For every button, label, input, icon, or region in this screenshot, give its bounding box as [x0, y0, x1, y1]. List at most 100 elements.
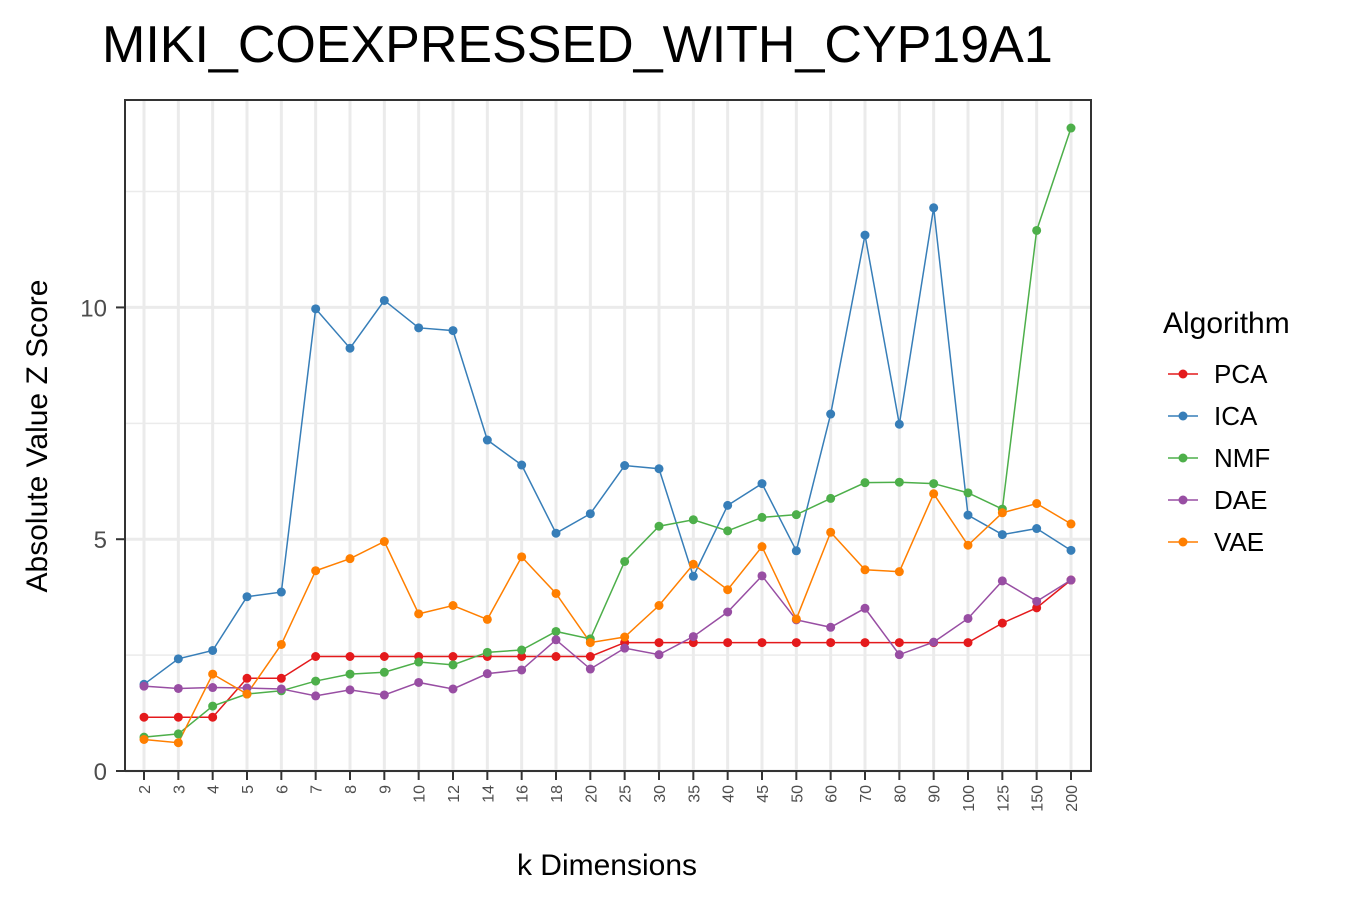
x-tick-label: 50	[789, 785, 806, 803]
x-tick-label: 20	[583, 785, 600, 803]
data-point-nmf	[517, 645, 527, 655]
data-point-ica	[276, 587, 286, 597]
legend-item-vae: VAE	[1168, 527, 1264, 557]
data-point-ica	[791, 546, 801, 556]
data-point-nmf	[723, 526, 733, 536]
data-point-dae	[208, 683, 218, 693]
data-point-vae	[448, 601, 458, 611]
data-point-nmf	[448, 660, 458, 670]
data-point-ica	[585, 509, 595, 519]
data-point-nmf	[551, 626, 561, 636]
data-point-dae	[585, 664, 595, 674]
legend-label: PCA	[1214, 359, 1268, 389]
data-point-nmf	[757, 512, 767, 522]
data-point-nmf	[1032, 225, 1042, 235]
data-point-dae	[620, 643, 630, 653]
data-point-dae	[551, 635, 561, 645]
data-point-pca	[242, 673, 252, 683]
data-point-ica	[654, 464, 664, 474]
y-tick-label: 0	[94, 759, 107, 786]
data-point-nmf	[620, 556, 630, 566]
x-tick-label: 45	[755, 785, 772, 803]
data-point-vae	[585, 638, 595, 648]
plot-panel-border	[124, 99, 1092, 772]
data-point-dae	[963, 613, 973, 623]
data-point-vae	[139, 734, 149, 744]
data-point-pca	[276, 673, 286, 683]
legend-key-point	[1178, 453, 1188, 463]
data-point-pca	[654, 638, 664, 648]
data-point-vae	[620, 632, 630, 642]
x-tick-label: 16	[515, 785, 532, 803]
data-point-ica	[860, 230, 870, 240]
series-line-vae	[143, 492, 1072, 744]
x-tick-label: 30	[652, 785, 669, 803]
data-point-vae	[482, 614, 492, 624]
data-point-dae	[139, 681, 149, 691]
x-tick-label: 40	[721, 785, 738, 803]
x-tick-label: 8	[343, 785, 360, 794]
data-point-ica	[551, 528, 561, 538]
data-point-vae	[757, 542, 767, 552]
data-point-pca	[173, 712, 183, 722]
x-tick-label: 9	[377, 785, 394, 794]
data-point-vae	[173, 738, 183, 748]
data-point-ica	[345, 343, 355, 353]
data-point-vae	[242, 689, 252, 699]
chart-title: MIKI_COEXPRESSED_WITH_CYP19A1	[102, 16, 1053, 74]
data-point-pca	[860, 638, 870, 648]
data-point-dae	[414, 677, 424, 687]
legend-key-point	[1178, 369, 1188, 379]
data-point-ica	[620, 461, 630, 471]
data-point-pca	[448, 651, 458, 661]
x-tick-label: 7	[309, 785, 326, 794]
data-point-nmf	[929, 479, 939, 489]
data-point-nmf	[379, 667, 389, 677]
data-point-nmf	[311, 676, 321, 686]
series-line-ica	[143, 207, 1072, 685]
data-point-dae	[997, 576, 1007, 586]
data-point-vae	[311, 566, 321, 576]
data-point-dae	[757, 571, 767, 581]
data-point-vae	[963, 540, 973, 550]
data-point-nmf	[654, 521, 664, 531]
data-point-ica	[997, 530, 1007, 540]
data-point-dae	[517, 665, 527, 675]
data-point-ica	[242, 592, 252, 602]
data-point-ica	[1032, 524, 1042, 534]
series-line-dae	[143, 574, 1072, 697]
data-point-vae	[791, 614, 801, 624]
series-line-pca	[144, 579, 1072, 718]
data-point-pca	[826, 638, 836, 648]
grid	[125, 100, 1091, 773]
data-point-vae	[379, 537, 389, 547]
data-point-nmf	[173, 729, 183, 739]
data-point-pca	[997, 618, 1007, 628]
legend-item-dae: DAE	[1168, 485, 1267, 515]
data-point-dae	[929, 637, 939, 647]
data-point-nmf	[826, 493, 836, 503]
data-point-ica	[448, 326, 458, 336]
data-point-nmf	[208, 701, 218, 711]
data-point-nmf	[791, 510, 801, 520]
data-point-vae	[208, 669, 218, 679]
data-point-pca	[208, 712, 218, 722]
data-point-vae	[345, 554, 355, 564]
data-point-vae	[860, 565, 870, 575]
data-point-dae	[173, 683, 183, 693]
x-axis-title: k Dimensions	[517, 849, 697, 882]
x-tick-label: 25	[618, 785, 635, 803]
data-point-ica	[1066, 545, 1076, 555]
legend-key-point	[1178, 495, 1188, 505]
data-point-vae	[929, 489, 939, 499]
data-point-dae	[1032, 596, 1042, 606]
data-point-dae	[723, 607, 733, 617]
x-tick-label: 70	[858, 785, 875, 803]
y-tick-label: 10	[80, 295, 107, 322]
data-point-vae	[517, 552, 527, 562]
data-point-ica	[894, 419, 904, 429]
legend: Algorithm PCA ICA NMF DAE VAE	[1163, 307, 1290, 557]
data-point-pca	[894, 638, 904, 648]
